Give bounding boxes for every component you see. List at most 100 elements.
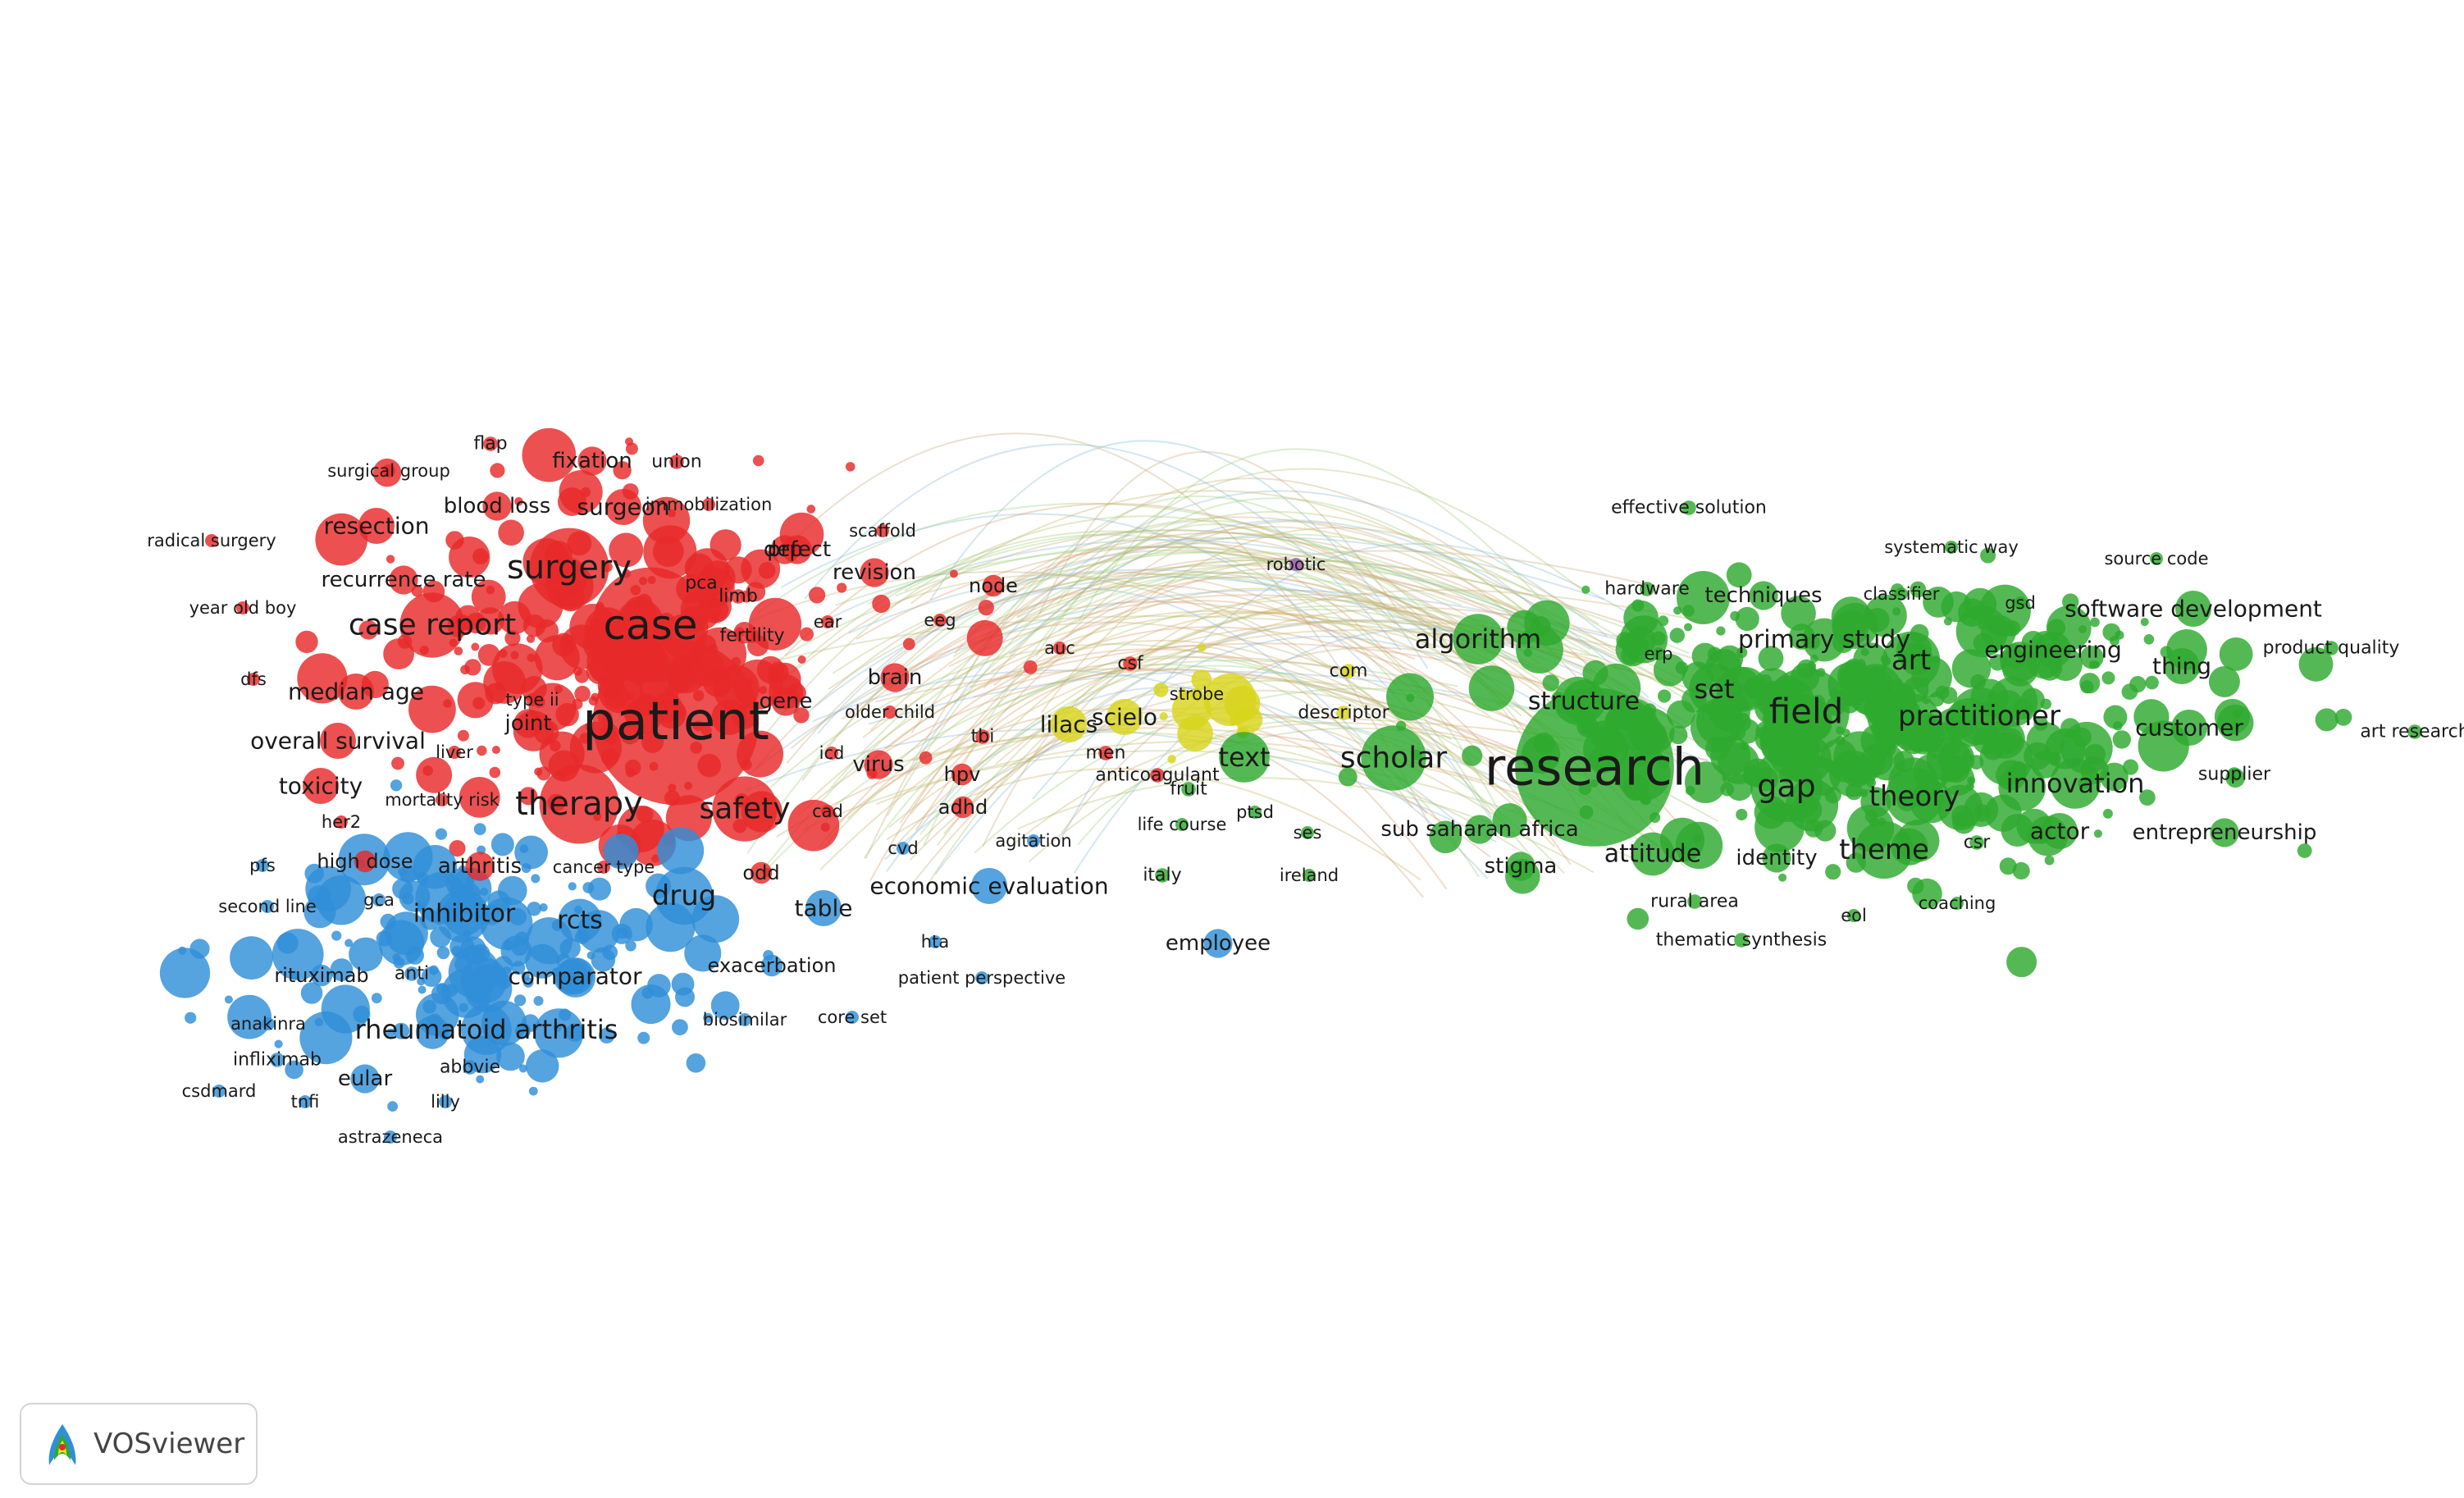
keyword-bubble[interactable] <box>262 1017 275 1030</box>
keyword-bubble[interactable] <box>1687 894 1702 909</box>
keyword-bubble[interactable] <box>1759 674 1773 687</box>
keyword-bubble[interactable] <box>392 878 413 900</box>
keyword-bubble[interactable] <box>430 926 451 948</box>
keyword-bubble[interactable] <box>256 859 269 872</box>
keyword-bubble[interactable] <box>1718 742 1759 784</box>
keyword-bubble[interactable] <box>1978 621 1987 630</box>
keyword-bubble[interactable] <box>643 525 697 579</box>
keyword-bubble[interactable] <box>2164 648 2200 684</box>
keyword-bubble[interactable] <box>1301 826 1314 839</box>
keyword-bubble[interactable] <box>2334 708 2352 726</box>
keyword-bubble[interactable] <box>1825 864 1841 880</box>
keyword-bubble[interactable] <box>290 971 300 980</box>
keyword-bubble[interactable] <box>1677 571 1730 624</box>
keyword-bubble[interactable] <box>1999 857 2017 875</box>
keyword-bubble[interactable] <box>271 929 324 980</box>
keyword-bubble[interactable] <box>2297 843 2312 858</box>
keyword-bubble[interactable] <box>230 936 273 980</box>
keyword-bubble[interactable] <box>526 634 536 643</box>
keyword-bubble[interactable] <box>526 693 539 706</box>
keyword-bubble[interactable] <box>1051 706 1087 742</box>
keyword-bubble[interactable] <box>1303 869 1316 882</box>
keyword-bubble[interactable] <box>449 840 466 857</box>
keyword-bubble[interactable] <box>703 1012 714 1023</box>
keyword-bubble[interactable] <box>1023 660 1038 674</box>
keyword-bubble[interactable] <box>477 607 504 635</box>
keyword-bubble[interactable] <box>1341 664 1356 678</box>
keyword-bubble[interactable] <box>1950 687 2009 746</box>
keyword-bubble[interactable] <box>2171 710 2207 746</box>
keyword-bubble[interactable] <box>1802 618 1846 662</box>
keyword-bubble[interactable] <box>471 642 480 651</box>
keyword-bubble[interactable] <box>1885 767 1944 826</box>
keyword-bubble[interactable] <box>451 945 462 957</box>
keyword-bubble[interactable] <box>1492 803 1527 838</box>
keyword-bubble[interactable] <box>531 874 541 884</box>
keyword-bubble[interactable] <box>236 601 249 614</box>
keyword-bubble[interactable] <box>1178 688 1188 698</box>
keyword-bubble[interactable] <box>491 833 514 856</box>
keyword-bubble[interactable] <box>382 464 395 477</box>
keyword-bubble[interactable] <box>1873 709 1910 746</box>
keyword-bubble[interactable] <box>1668 725 1688 745</box>
keyword-bubble[interactable] <box>1191 669 1212 691</box>
keyword-bubble[interactable] <box>383 832 433 882</box>
keyword-bubble[interactable] <box>1762 843 1791 873</box>
keyword-bubble[interactable] <box>559 470 603 514</box>
keyword-bubble[interactable] <box>951 763 974 786</box>
keyword-bubble[interactable] <box>427 1013 442 1029</box>
keyword-bubble[interactable] <box>387 1101 398 1112</box>
keyword-bubble[interactable] <box>1123 656 1138 671</box>
keyword-bubble[interactable] <box>949 569 958 578</box>
keyword-bubble[interactable] <box>783 535 812 564</box>
keyword-bubble[interactable] <box>1905 702 1915 713</box>
keyword-bubble[interactable] <box>797 655 806 664</box>
keyword-bubble[interactable] <box>1653 654 1686 687</box>
keyword-bubble[interactable] <box>845 462 856 472</box>
keyword-bubble[interactable] <box>448 746 461 759</box>
keyword-bubble[interactable] <box>442 892 486 936</box>
keyword-bubble[interactable] <box>1969 835 1984 850</box>
keyword-bubble[interactable] <box>1190 687 1203 701</box>
keyword-bubble[interactable] <box>1980 547 1996 564</box>
keyword-bubble[interactable] <box>702 498 715 511</box>
keyword-bubble[interactable] <box>1685 761 1727 803</box>
keyword-bubble[interactable] <box>631 984 671 1025</box>
keyword-bubble[interactable] <box>1750 750 1823 822</box>
keyword-bubble[interactable] <box>527 902 541 916</box>
keyword-bubble[interactable] <box>2175 591 2211 627</box>
keyword-bubble[interactable] <box>476 1075 485 1084</box>
keyword-bubble[interactable] <box>760 954 783 977</box>
keyword-bubble[interactable] <box>159 948 211 998</box>
keyword-bubble[interactable] <box>418 985 427 994</box>
keyword-bubble[interactable] <box>513 709 543 738</box>
keyword-bubble[interactable] <box>274 1039 283 1048</box>
keyword-bubble[interactable] <box>389 565 418 595</box>
keyword-bubble[interactable] <box>1465 815 1494 844</box>
keyword-bubble[interactable] <box>591 947 616 972</box>
keyword-bubble[interactable] <box>592 567 709 683</box>
keyword-bubble[interactable] <box>472 696 486 710</box>
keyword-bubble[interactable] <box>489 766 501 779</box>
keyword-bubble[interactable] <box>655 866 714 925</box>
keyword-bubble[interactable] <box>518 1064 527 1073</box>
keyword-bubble[interactable] <box>522 977 534 988</box>
keyword-bubble[interactable] <box>1429 820 1462 854</box>
keyword-bubble[interactable] <box>1942 756 1970 783</box>
keyword-bubble[interactable] <box>2014 596 2027 610</box>
keyword-bubble[interactable] <box>745 628 760 643</box>
keyword-bubble[interactable] <box>966 619 1003 656</box>
keyword-bubble[interactable] <box>555 703 579 727</box>
keyword-bubble[interactable] <box>1855 820 1914 879</box>
keyword-bubble[interactable] <box>1219 732 1270 783</box>
keyword-bubble[interactable] <box>672 1019 688 1035</box>
keyword-bubble[interactable] <box>1693 833 1702 843</box>
keyword-bubble[interactable] <box>2012 861 2030 880</box>
keyword-bubble[interactable] <box>724 556 752 584</box>
keyword-bubble[interactable] <box>212 1085 226 1098</box>
keyword-bubble[interactable] <box>636 806 654 824</box>
keyword-bubble[interactable] <box>1973 633 1994 654</box>
keyword-bubble[interactable] <box>345 939 354 948</box>
keyword-bubble[interactable] <box>2050 758 2101 809</box>
keyword-bubble[interactable] <box>574 669 590 683</box>
